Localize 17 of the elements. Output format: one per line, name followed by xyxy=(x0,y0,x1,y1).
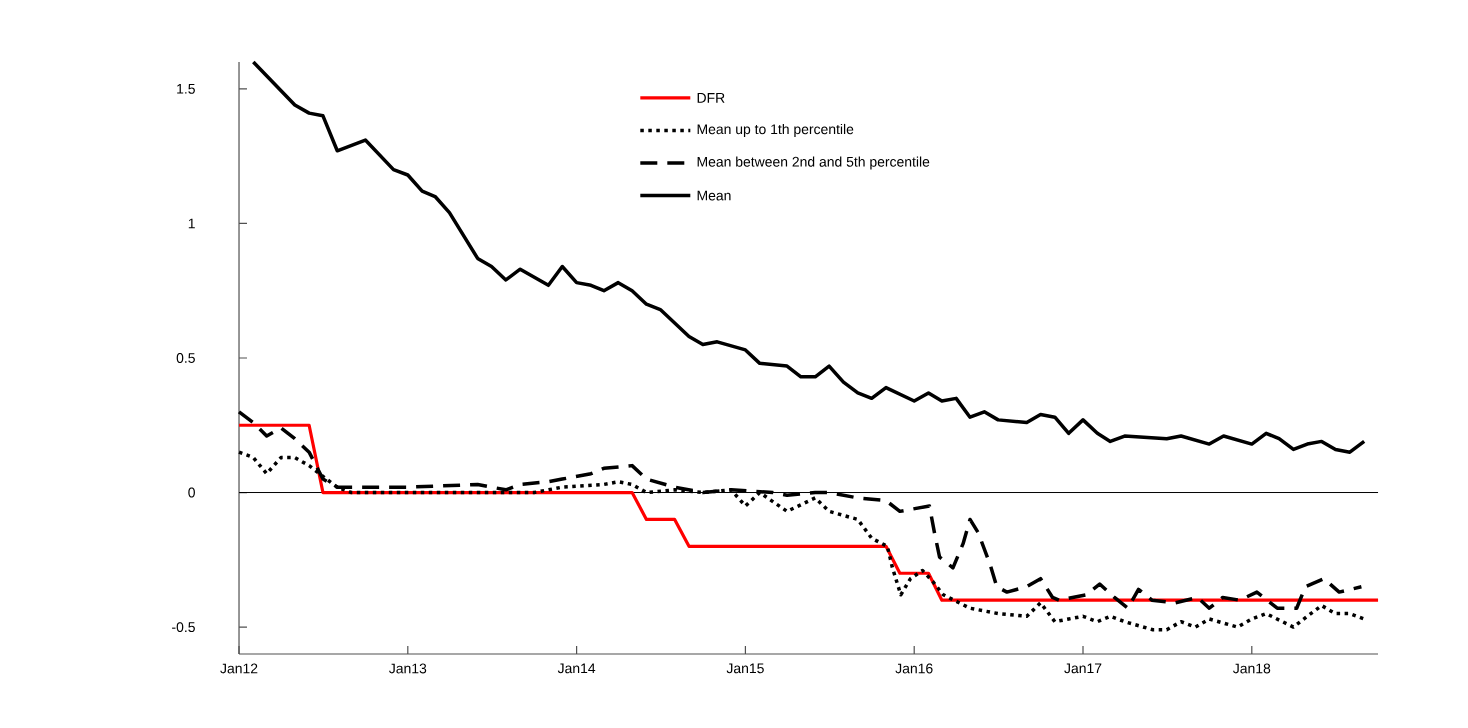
x-tick-label: Jan16 xyxy=(895,663,933,674)
legend-label: Mean between 2nd and 5th percentile xyxy=(697,156,930,170)
x-tick-label: Jan14 xyxy=(557,663,596,674)
x-tick-label: Jan12 xyxy=(220,663,258,674)
y-tick-label: 0 xyxy=(188,487,195,498)
x-tick-label: Jan13 xyxy=(389,663,427,674)
x-tick-label: Jan17 xyxy=(1064,663,1102,674)
legend-label: DFR xyxy=(697,93,725,103)
line-series xyxy=(251,60,1366,454)
y-tick-label: 1 xyxy=(188,218,195,229)
y-tick-label: 0.5 xyxy=(176,353,195,363)
x-tick-label: Jan15 xyxy=(726,663,764,674)
y-tick-label: -0.5 xyxy=(172,622,195,633)
legend-label: Mean xyxy=(697,190,731,201)
legend-label: Mean up to 1th percentile xyxy=(697,123,854,137)
x-tick-label: Jan18 xyxy=(1233,663,1271,674)
y-tick-label: 1.5 xyxy=(177,84,195,94)
